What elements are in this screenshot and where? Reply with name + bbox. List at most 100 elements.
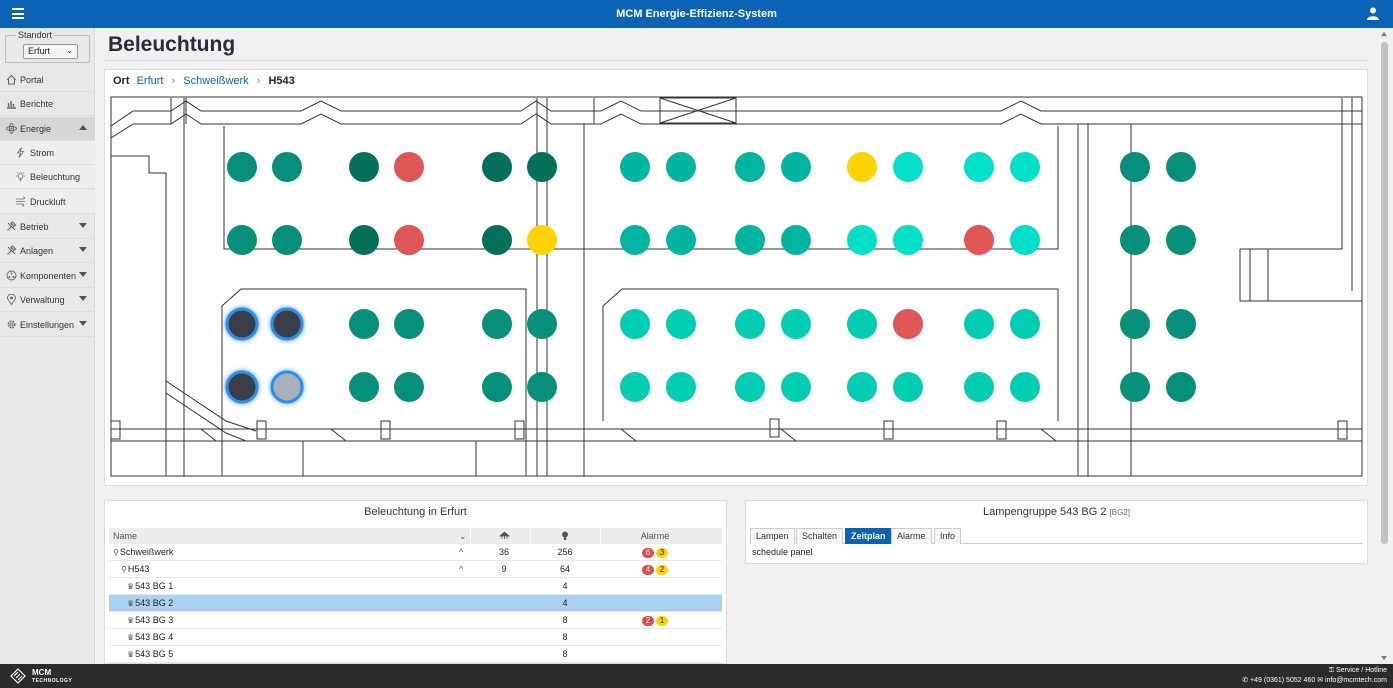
lamp-20[interactable] [394, 225, 424, 255]
lamp-27[interactable] [847, 225, 877, 255]
page-scrollbar[interactable] [1380, 30, 1389, 662]
lamp-19[interactable] [349, 225, 379, 255]
column-name[interactable]: Name [113, 531, 138, 541]
lamp-54[interactable] [527, 372, 557, 402]
lamp-29[interactable] [964, 225, 994, 255]
tab-schalten[interactable]: Schalten [796, 528, 844, 544]
lamp-62[interactable] [1010, 372, 1040, 402]
lamp-15[interactable] [1120, 152, 1150, 182]
lamp-17[interactable] [227, 225, 257, 255]
lamp-34[interactable] [270, 307, 304, 341]
lamp-31[interactable] [1120, 225, 1150, 255]
floor-plan[interactable] [110, 96, 1363, 477]
lamp-38[interactable] [527, 309, 557, 339]
lightbulb-icon[interactable] [530, 531, 600, 543]
hamburger-menu-icon[interactable] [12, 8, 24, 19]
lamp-layer[interactable] [225, 152, 1196, 404]
lamp-45[interactable] [964, 309, 994, 339]
lamp-36[interactable] [394, 309, 424, 339]
table-row-bg2[interactable]: ♛543 BG 2 4 [109, 595, 722, 612]
lamp-2[interactable] [272, 152, 302, 182]
lamp-57[interactable] [735, 372, 765, 402]
lamp-6[interactable] [527, 152, 557, 182]
lamp-5[interactable] [482, 152, 512, 182]
lamp-21[interactable] [482, 225, 512, 255]
lamp-25[interactable] [735, 225, 765, 255]
lamp-64[interactable] [1166, 372, 1196, 402]
lamp-10[interactable] [781, 152, 811, 182]
lamp-41[interactable] [735, 309, 765, 339]
collapse-icon[interactable]: ^ [459, 564, 464, 574]
nav-strom[interactable]: Strom [0, 141, 95, 165]
tab-alarme[interactable]: Alarme [891, 528, 932, 544]
lamp-24[interactable] [666, 225, 696, 255]
lamp-16[interactable] [1166, 152, 1196, 182]
email-link[interactable]: info@mcmtech.com [1325, 677, 1387, 684]
lamp-35[interactable] [349, 309, 379, 339]
lamp-60[interactable] [893, 372, 923, 402]
lamp-51[interactable] [349, 372, 379, 402]
scroll-up-icon[interactable] [1381, 32, 1387, 36]
chevron-down-icon[interactable]: ⌄ [459, 531, 467, 541]
lamp-9[interactable] [735, 152, 765, 182]
lamp-59[interactable] [847, 372, 877, 402]
lamp-11[interactable] [847, 152, 877, 182]
lamp-42[interactable] [781, 309, 811, 339]
lamp-53[interactable] [482, 372, 512, 402]
nav-einstellungen[interactable]: Einstellungen [0, 313, 95, 337]
column-alarms[interactable]: Alarme [640, 531, 670, 541]
lamp-47[interactable] [1120, 309, 1150, 339]
nav-beleuchtung[interactable]: Beleuchtung [0, 165, 95, 189]
lamp-50[interactable] [270, 370, 304, 404]
collapse-icon[interactable]: ^ [459, 547, 464, 557]
lamp-30[interactable] [1010, 225, 1040, 255]
lamp-1[interactable] [227, 152, 257, 182]
lamp-12[interactable] [893, 152, 923, 182]
lamp-26[interactable] [781, 225, 811, 255]
lamp-58[interactable] [781, 372, 811, 402]
lamp-43[interactable] [847, 309, 877, 339]
user-icon[interactable] [1367, 7, 1379, 20]
scroll-thumb[interactable] [1381, 42, 1388, 544]
lamp-18[interactable] [272, 225, 302, 255]
tab-info[interactable]: Info [934, 528, 962, 544]
lamp-group-icon[interactable] [474, 531, 534, 542]
lamp-61[interactable] [964, 372, 994, 402]
nav-anlagen[interactable]: Anlagen [0, 239, 95, 263]
lamp-55[interactable] [620, 372, 650, 402]
lamp-28[interactable] [893, 225, 923, 255]
lamp-48[interactable] [1166, 309, 1196, 339]
lamp-52[interactable] [394, 372, 424, 402]
scroll-down-icon[interactable] [1381, 656, 1387, 660]
lamp-39[interactable] [620, 309, 650, 339]
nav-energie[interactable]: Energie [0, 117, 95, 141]
lamp-7[interactable] [620, 152, 650, 182]
lamp-49[interactable] [225, 370, 259, 404]
lamp-33[interactable] [225, 307, 259, 341]
phone-number[interactable]: +49 (0361) 5052 460 [1250, 677, 1316, 684]
breadcrumb-schweisswerk[interactable]: Schweißwerk [183, 75, 249, 87]
nav-berichte[interactable]: Berichte [0, 92, 95, 116]
lamp-22[interactable] [527, 225, 557, 255]
lamp-3[interactable] [349, 152, 379, 182]
nav-verwaltung[interactable]: Verwaltung [0, 288, 95, 312]
lamp-8[interactable] [666, 152, 696, 182]
breadcrumb-erfurt[interactable]: Erfurt [136, 75, 164, 87]
nav-betrieb[interactable]: Betrieb [0, 215, 95, 239]
table-row-bg4[interactable]: ♛543 BG 4 8 [109, 629, 722, 646]
lamp-14[interactable] [1010, 152, 1040, 182]
nav-komponenten[interactable]: Komponenten [0, 264, 95, 288]
lamp-23[interactable] [620, 225, 650, 255]
lamp-56[interactable] [666, 372, 696, 402]
tab-lampen[interactable]: Lampen [750, 528, 795, 544]
lamp-13[interactable] [964, 152, 994, 182]
nav-druckluft[interactable]: Druckluft [0, 190, 95, 214]
lamp-40[interactable] [666, 309, 696, 339]
lamp-63[interactable] [1120, 372, 1150, 402]
lamp-37[interactable] [482, 309, 512, 339]
lamp-4[interactable] [394, 152, 424, 182]
lamp-44[interactable] [893, 309, 923, 339]
